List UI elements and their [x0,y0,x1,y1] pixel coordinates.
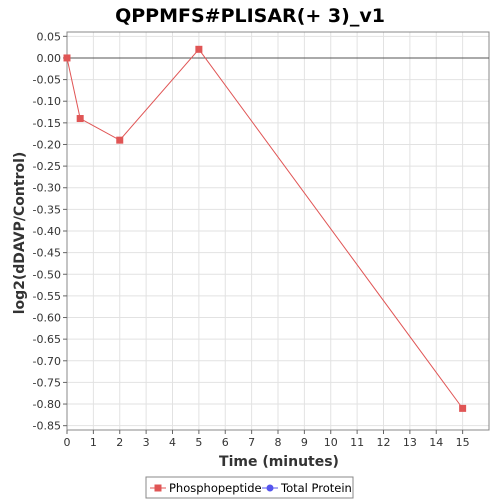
y-tick-label: -0.20 [33,138,61,151]
x-tick-label: 6 [222,436,229,449]
legend-marker [154,484,162,492]
y-tick-label: -0.05 [33,74,61,87]
y-axis: 0.05 0.00 -0.05 -0.10 -0.15 -0.20 -0.25 -0.30 -0… [33,30,67,433]
data-point [459,404,467,412]
y-tick-label: -0.40 [33,225,61,238]
x-axis-label: Time (minutes) [219,454,339,470]
y-tick-label: -0.45 [33,247,61,260]
x-tick-label: 13 [403,436,417,449]
legend-item-label: Phosphopeptide [169,481,262,495]
x-tick-label: 5 [195,436,202,449]
series-layer [63,45,467,412]
y-tick-label: -0.55 [33,290,61,303]
x-tick-label: 1 [90,436,97,449]
data-point [195,45,203,53]
legend: Phosphopeptide Total Protein [145,476,354,499]
y-tick-label: 0.00 [37,52,62,65]
legend-marker [266,484,274,492]
y-tick-label: -0.85 [33,420,61,433]
data-point [76,115,84,123]
y-tick-label: -0.35 [33,203,61,216]
data-point [63,54,71,62]
x-tick-label: 9 [301,436,308,449]
y-tick-label: -0.25 [33,160,61,173]
x-tick-label: 2 [116,436,123,449]
x-tick-label: 12 [377,436,391,449]
chart-title: QPPMFS#PLISAR(+ 3)_v1 [115,5,385,27]
x-tick-label: 7 [248,436,255,449]
y-tick-label: -0.60 [33,312,61,325]
x-tick-label: 3 [143,436,150,449]
x-tick-label: 0 [64,436,71,449]
legend-frame [145,476,354,499]
y-tick-label: -0.30 [33,182,61,195]
y-tick-label: -0.10 [33,95,61,108]
y-tick-label: -0.15 [33,117,61,130]
y-tick-label: -0.65 [33,333,61,346]
x-tick-label: 14 [429,436,443,449]
grid [66,32,489,430]
y-tick-label: -0.50 [33,268,61,281]
x-tick-label: 11 [350,436,364,449]
x-tick-label: 10 [324,436,338,449]
x-tick-label: 15 [456,436,470,449]
x-axis: 0 1 2 3 4 5 6 7 8 9 10 11 12 13 14 15 [64,430,470,449]
x-tick-label: 4 [169,436,176,449]
data-point [116,136,124,144]
y-tick-label: -0.70 [33,355,61,368]
legend-item-label: Total Protein [280,481,352,495]
y-tick-label: -0.75 [33,376,61,389]
x-tick-label: 8 [275,436,282,449]
y-tick-label: 0.05 [37,30,62,43]
y-tick-label: -0.80 [33,398,61,411]
series-line [66,48,464,409]
y-axis-label: log2(dDAVP/Control) [12,152,28,315]
